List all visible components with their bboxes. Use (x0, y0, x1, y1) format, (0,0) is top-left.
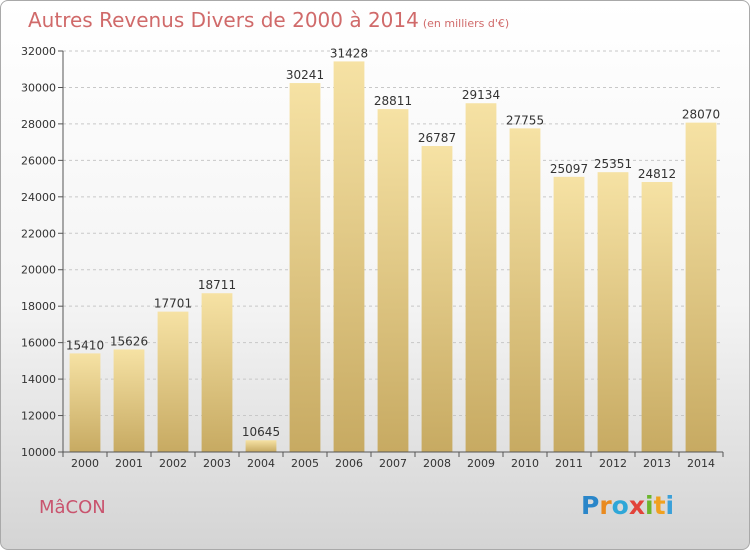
bar-2005 (289, 83, 321, 453)
x-tick-label: 2010 (511, 457, 539, 470)
bar-2004 (245, 440, 277, 452)
value-labels: 15410 15626 17701 18711 10645 30241 31428 28811… (66, 46, 720, 439)
proxiti-logo: Proxiti (581, 491, 674, 520)
bars (69, 61, 717, 453)
bar-2013 (641, 182, 673, 452)
logo-letter: r (599, 491, 612, 520)
value-label: 28811 (374, 94, 412, 108)
value-label: 28070 (682, 108, 720, 122)
value-label: 25351 (594, 157, 632, 171)
bar-2014 (685, 122, 717, 452)
x-tick-label: 2000 (71, 457, 99, 470)
value-label: 29134 (462, 88, 500, 102)
value-label: 26787 (418, 131, 456, 145)
y-axis: 10000 12000 14000 16000 18000 20000 22000 24000… (21, 45, 64, 459)
x-tick-label: 2002 (159, 457, 187, 470)
bar-2003 (201, 293, 233, 452)
logo-letter: x (628, 491, 645, 520)
x-tick-label: 2009 (467, 457, 495, 470)
x-tick-label: 2001 (115, 457, 143, 470)
bar-2011 (553, 176, 585, 452)
chart-subtitle: (en milliers d'€) (422, 17, 510, 30)
x-tick-label: 2014 (687, 457, 715, 470)
value-label: 24812 (638, 167, 676, 181)
value-label: 17701 (154, 297, 192, 311)
value-label: 15626 (110, 334, 148, 348)
logo-letter: o (611, 491, 629, 520)
city-name: MâCON (39, 497, 106, 518)
y-tick-label: 14000 (21, 373, 56, 386)
y-tick-label: 32000 (21, 45, 56, 58)
chart-title: Autres Revenus Divers de 2000 à 2014 (en … (28, 8, 509, 32)
x-tick-label: 2007 (379, 457, 407, 470)
value-label: 15410 (66, 338, 104, 352)
x-tick-label: 2006 (335, 457, 363, 470)
logo-letter: P (581, 491, 600, 520)
x-tick-label: 2004 (247, 457, 275, 470)
bar-2006 (333, 61, 365, 453)
value-label: 27755 (506, 113, 544, 127)
bar-2009 (465, 103, 497, 452)
value-label: 31428 (330, 46, 368, 60)
y-tick-label: 24000 (21, 191, 56, 204)
logo-letter: t (653, 491, 666, 520)
y-tick-label: 26000 (21, 154, 56, 167)
value-label: 18711 (198, 278, 236, 292)
bar-2007 (377, 109, 409, 452)
title-text: Autres Revenus Divers de 2000 à 2014 (28, 8, 419, 32)
value-label: 30241 (286, 68, 324, 82)
bar-2002 (157, 311, 189, 452)
y-tick-label: 10000 (21, 446, 56, 459)
x-tick-label: 2013 (643, 457, 671, 470)
y-tick-label: 12000 (21, 410, 56, 423)
y-tick-label: 30000 (21, 81, 56, 94)
x-tick-label: 2011 (555, 457, 583, 470)
x-axis: 2000 2001 2002 2003 2004 2005 2006 2007 2008 2009… (62, 451, 724, 470)
bar-2001 (113, 349, 145, 452)
y-tick-label: 16000 (21, 337, 56, 350)
logo-letter: i (645, 491, 654, 520)
x-tick-label: 2008 (423, 457, 451, 470)
y-tick-label: 18000 (21, 300, 56, 313)
y-tick-label: 22000 (21, 227, 56, 240)
bar-2010 (509, 128, 541, 453)
x-tick-label: 2003 (203, 457, 231, 470)
bar-2012 (597, 172, 629, 453)
logo-letter: i (665, 491, 675, 520)
bar-2008 (421, 146, 453, 452)
y-tick-label: 20000 (21, 264, 56, 277)
value-label: 25097 (550, 162, 588, 176)
x-tick-label: 2005 (291, 457, 319, 470)
bar-2000 (69, 353, 101, 452)
y-tick-label: 28000 (21, 118, 56, 131)
value-label: 10645 (242, 425, 280, 439)
x-tick-label: 2012 (599, 457, 627, 470)
